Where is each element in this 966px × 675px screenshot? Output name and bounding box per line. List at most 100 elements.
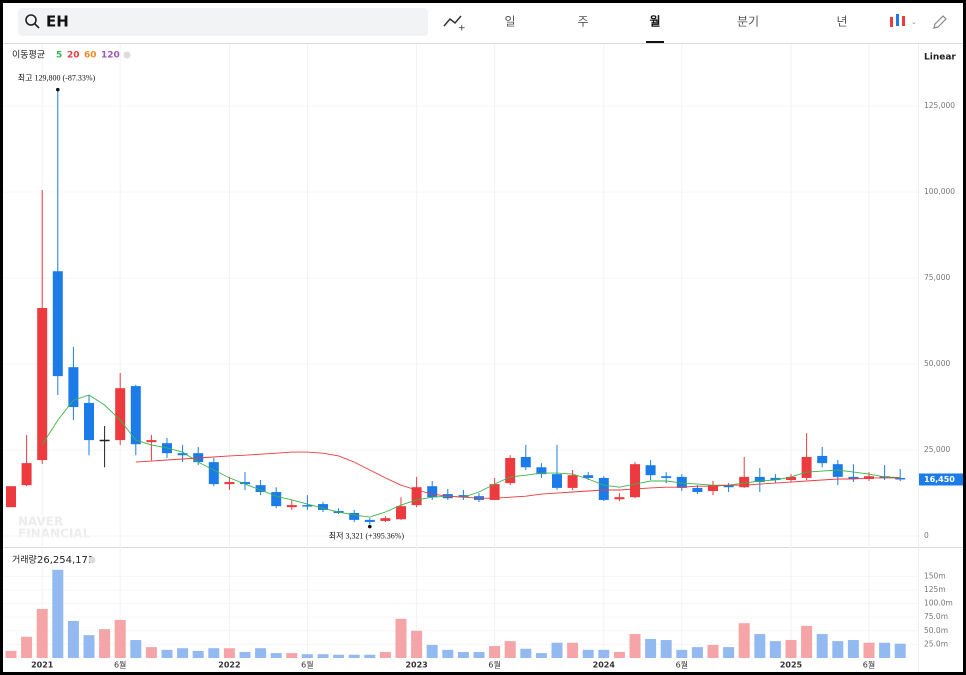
candle-body [271,492,282,507]
y-tick-label: 125m [924,585,946,594]
volume-bar [177,648,189,658]
last-price-badge [919,473,963,486]
volume-bar [645,638,657,658]
low-marker [368,524,372,529]
candle-body [240,482,250,485]
volume-bar [754,634,766,658]
candle-body [661,476,672,478]
y-tick-label: 75,000 [924,273,950,282]
candle-body [302,505,313,507]
search-icon [34,23,40,29]
volume-bar [270,653,282,658]
volume-bar [208,648,220,658]
indicator-icon[interactable]: + [458,24,466,34]
volume-bar [629,634,641,658]
candle-body [21,463,32,486]
candle-body [224,482,235,485]
volume-bar [676,649,688,658]
candle-body [598,477,609,500]
indicator-icon[interactable] [443,15,462,27]
x-tick-label: 6월 [301,660,313,670]
volume-bar [161,649,173,658]
candle-body [68,367,79,408]
volume-bar [239,652,251,658]
candle-body [614,497,625,500]
ma-legend-item[interactable]: 5 [56,51,62,61]
volume-bar [535,653,547,658]
volume-bar [738,623,750,658]
candle-body [146,440,157,443]
dropdown-caret[interactable]: ⌄ [949,53,955,61]
candle-body [6,486,16,508]
settings-icon[interactable] [123,51,131,59]
candle-body [115,388,126,441]
volume-bar [286,653,298,658]
candle-body [630,464,640,498]
candle-body [286,505,297,508]
period-tab[interactable]: 주 [577,15,588,29]
volume-bar [613,652,625,658]
x-tick-label: 6월 [488,660,500,670]
candle-body [801,456,812,478]
chart-type-icon[interactable] [890,14,905,27]
volume-bar [223,648,235,658]
candle-body [349,513,360,520]
ma-legend-item[interactable]: 20 [67,51,80,61]
candle-body [177,453,188,456]
settings-icon[interactable] [88,556,96,564]
candles [6,89,906,525]
period-tab[interactable]: 월 [649,14,660,29]
y-tick-label: 50,000 [924,359,950,368]
candle-body [208,462,219,485]
high-marker [56,87,60,92]
ma-line [41,394,901,518]
candle-body [52,271,63,377]
moving-averages [41,394,901,518]
candle-body [786,476,796,480]
ma-line [135,451,901,499]
app: EH + 일 주 월 분기 년 ⌄ NAVER FINANCIAL 0 25,000 50,0… [3,3,963,672]
candle-body [723,485,734,488]
period-tab[interactable]: 일 [504,15,515,29]
volume-latest: 26,254,171 [37,555,94,566]
watermark-text: FINANCIAL [18,527,91,541]
search-box[interactable] [18,8,428,36]
volume-bar [894,643,906,658]
volume-bar [879,642,891,658]
volume-bar [582,649,594,658]
period-tab[interactable]: 분기 [737,15,759,29]
candle-body [130,386,141,445]
y-tick-label: 0 [924,531,929,540]
x-tick-label: 2023 [405,661,427,670]
volume-bar [348,654,360,658]
draw-icon[interactable] [933,15,947,29]
search-text[interactable]: EH [46,13,69,31]
ma-legend-item[interactable]: 60 [84,51,97,61]
volume-bar [707,644,719,658]
y-tick-label: 150m [924,571,946,580]
candle-body [37,308,48,461]
volume-bar [317,654,329,658]
volume-bar [816,634,828,658]
dropdown-caret[interactable]: ⌄ [911,18,917,26]
scale-mode[interactable]: Linear [924,53,956,63]
period-tab[interactable]: 년 [836,15,847,29]
volume-bar [333,654,345,658]
x-tick-label: 2024 [593,661,616,670]
volume-bar [598,649,610,658]
labels: 0 25,000 50,000 75,000 100,000 125,000 Linear⌄… [12,50,963,670]
candle-body [770,477,781,480]
volume-bar [426,644,438,658]
candle-body [536,467,547,475]
volume-bar [504,641,516,658]
volume-bar [192,650,204,658]
volume-bar [36,609,48,658]
ma-legend-title: 이동평균 [12,50,45,61]
volume-bars [5,569,906,658]
candle-body [692,487,703,493]
ma-legend-item[interactable]: 120 [101,51,120,61]
volume-bar [785,640,797,658]
candle-body [645,465,656,476]
volume-bar [723,647,735,658]
